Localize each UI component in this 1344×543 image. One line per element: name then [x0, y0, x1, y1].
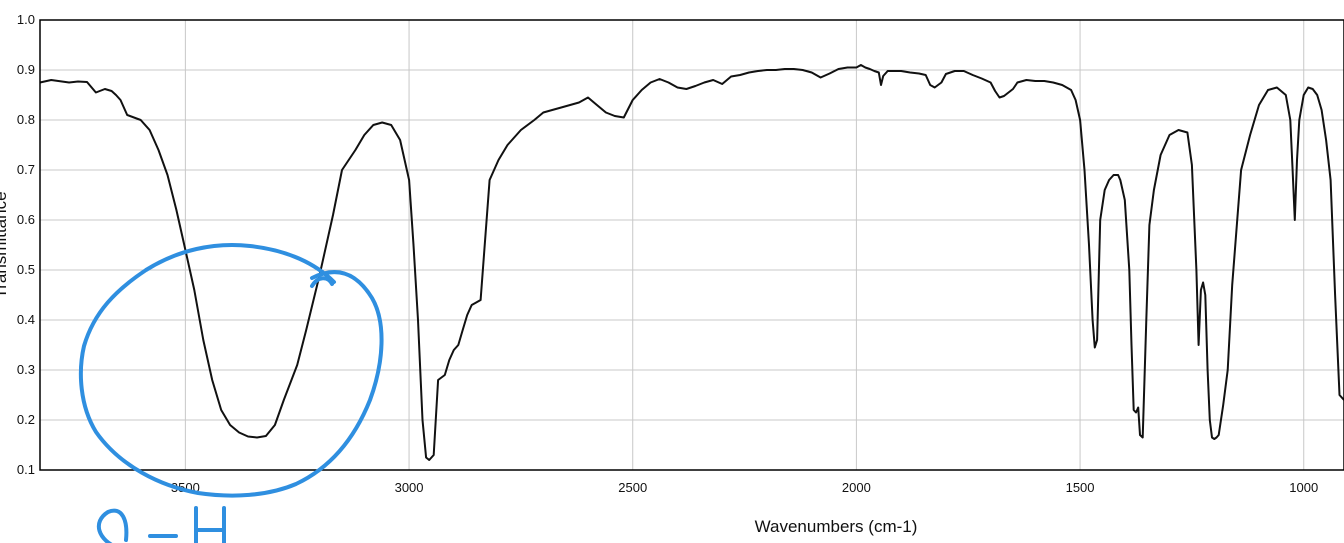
- y-tick-label: 0.3: [17, 362, 35, 377]
- pen-annotation: [78, 243, 384, 543]
- y-tick-label: 0.8: [17, 112, 35, 127]
- pen-tick-mark: [310, 276, 334, 288]
- x-tick-label: 1000: [1289, 480, 1318, 495]
- pen-circle: [78, 243, 384, 498]
- y-tick-label: 0.2: [17, 412, 35, 427]
- y-tick-label: 0.9: [17, 62, 35, 77]
- y-tick-label: 0.5: [17, 262, 35, 277]
- y-tick-labels: 0.1 0.2 0.3 0.4 0.5 0.6 0.7 0.8 0.9 1.0: [17, 12, 35, 477]
- x-tick-label: 2500: [618, 480, 647, 495]
- y-tick-label: 1.0: [17, 12, 35, 27]
- x-tick-labels: 3500 3000 2500 2000 1500 1000: [171, 480, 1318, 495]
- y-tick-label: 0.6: [17, 212, 35, 227]
- y-tick-label: 0.4: [17, 312, 35, 327]
- x-tick-label: 1500: [1066, 480, 1095, 495]
- x-tick-label: 3000: [395, 480, 424, 495]
- y-tick-label: 0.1: [17, 462, 35, 477]
- y-tick-label: 0.7: [17, 162, 35, 177]
- x-tick-label: 2000: [842, 480, 871, 495]
- series-line: [39, 64, 1344, 461]
- y-axis-title: Transmittance: [0, 191, 10, 298]
- plot-frame: [39, 19, 1344, 471]
- handwritten-o-h-label: [96, 506, 226, 543]
- x-axis-title: Wavenumbers (cm-1): [755, 517, 918, 536]
- grid-lines: [40, 19, 1344, 471]
